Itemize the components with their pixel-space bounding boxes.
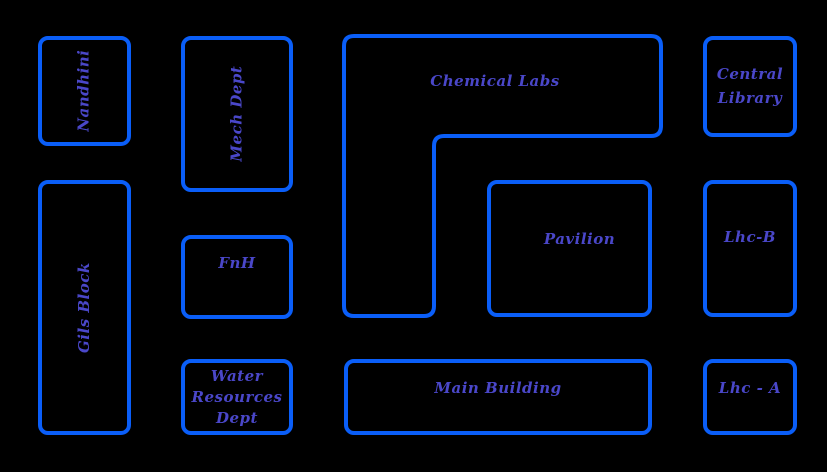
building-gils-block[interactable]: Gils Block [38,180,131,435]
building-fnh-label: FnH [218,254,256,273]
building-nandhini[interactable]: Nandhini [38,36,131,146]
building-chemical-labs-label: Chemical Labs [430,72,560,90]
building-fnh[interactable]: FnH [181,235,293,319]
building-pavilion[interactable]: Pavilion [487,180,652,317]
building-lhc-a[interactable]: Lhc - A [703,359,797,435]
building-central-library[interactable]: Central Library [703,36,797,137]
building-chemical-labs-outline [342,34,663,318]
building-main-building-label: Main Building [434,379,562,398]
building-lhc-b[interactable]: Lhc-B [703,180,797,317]
building-gils-block-label: Gils Block [74,262,93,353]
building-pavilion-label: Pavilion [543,229,616,248]
building-mech-dept[interactable]: Mech Dept [181,36,293,192]
building-central-library-label: Central Library [716,65,784,107]
building-main-building[interactable]: Main Building [344,359,652,435]
building-lhc-a-label: Lhc - A [718,379,782,398]
building-water-resources-dept[interactable]: Water Resources Dept [181,359,293,435]
building-lhc-b-label: Lhc-B [724,227,776,246]
building-water-resources-dept-label: Water Resources Dept [191,366,283,427]
